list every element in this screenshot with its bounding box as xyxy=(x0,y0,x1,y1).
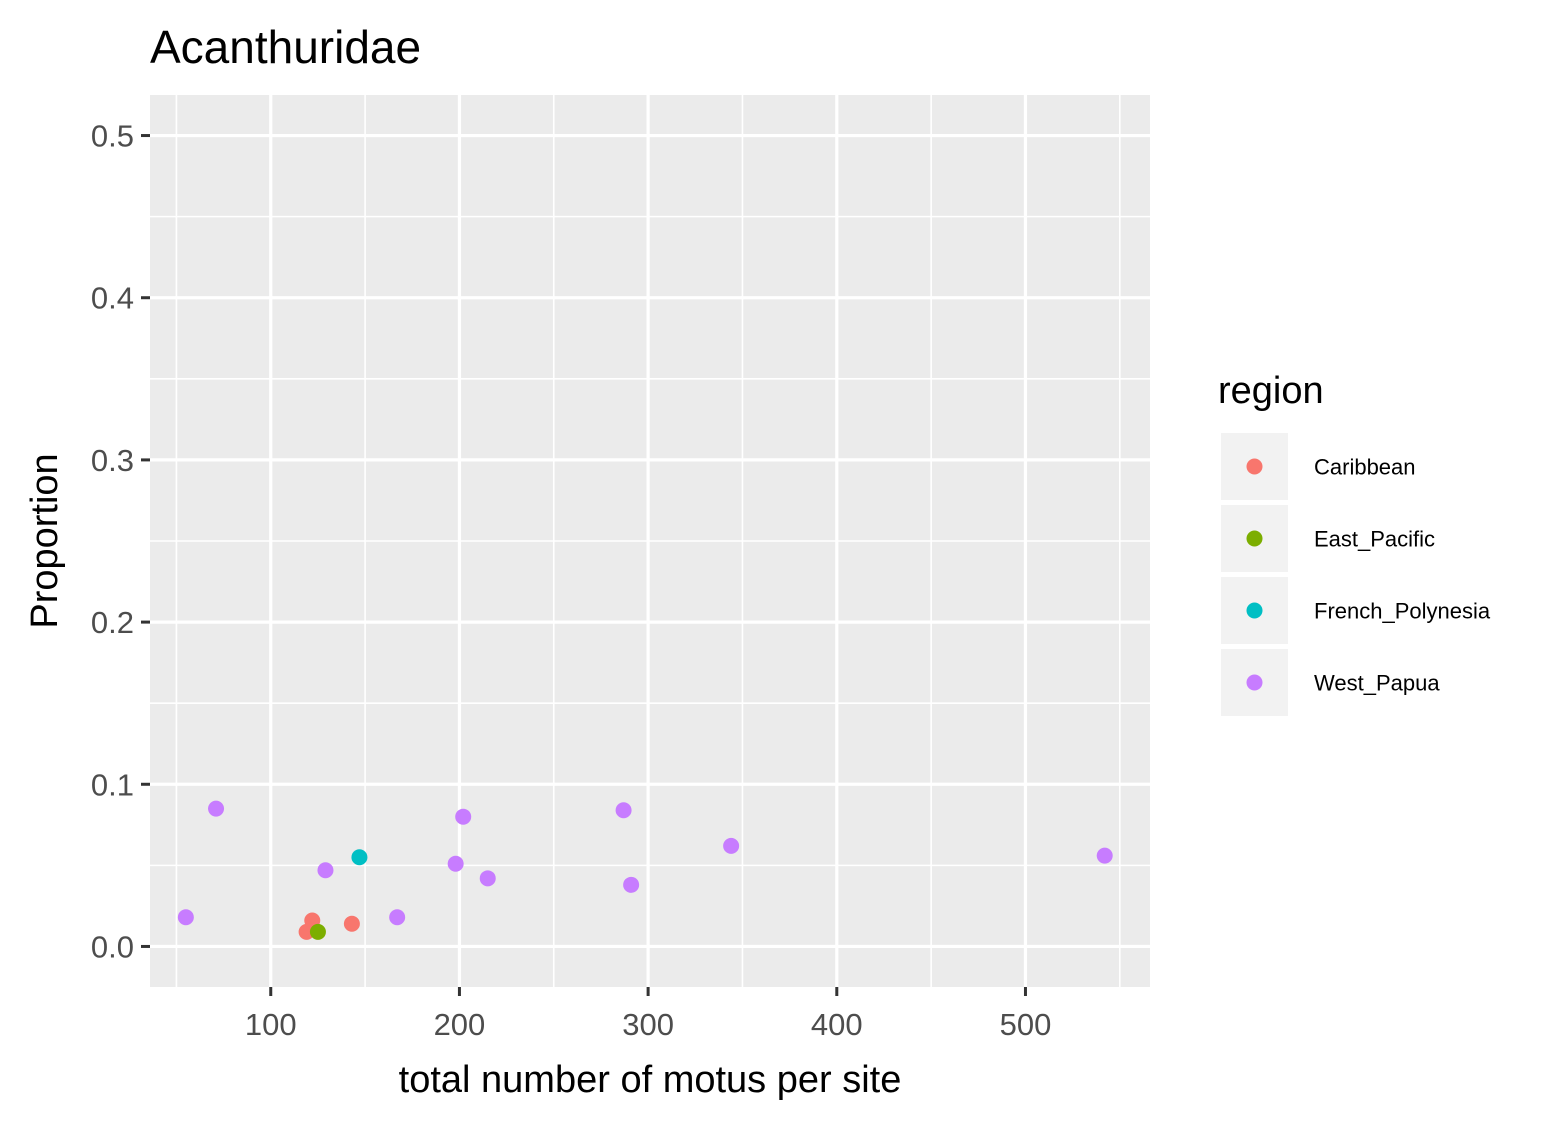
legend-label-east-pacific: East_Pacific xyxy=(1314,527,1435,552)
data-point-west-papua xyxy=(389,909,406,926)
chart-title: Acanthuridae xyxy=(150,21,421,73)
legend: region Caribbean East_Pacific French_Polyn… xyxy=(1218,370,1491,716)
data-point-west-papua xyxy=(317,862,334,879)
legend-label-west-papua: West_Papua xyxy=(1314,671,1440,696)
x-axis-title: total number of motus per site xyxy=(399,1059,902,1101)
data-point-west-papua xyxy=(455,808,472,825)
data-points xyxy=(177,800,1113,940)
legend-title: region xyxy=(1218,370,1324,412)
y-tick-label: 0.1 xyxy=(91,767,134,802)
data-point-east-pacific xyxy=(309,923,326,940)
data-point-west-papua xyxy=(623,876,640,893)
data-point-west-papua xyxy=(447,855,464,872)
legend-marker-east-pacific xyxy=(1246,530,1263,547)
legend-label-french-polynesia: French_Polynesia xyxy=(1314,599,1491,624)
y-tick-label: 0.4 xyxy=(91,281,134,316)
x-tick-label: 100 xyxy=(245,1007,297,1042)
data-point-west-papua xyxy=(479,870,496,887)
legend-marker-caribbean xyxy=(1246,458,1263,475)
data-point-caribbean xyxy=(343,915,360,932)
x-tick-label: 400 xyxy=(811,1007,863,1042)
legend-marker-west-papua xyxy=(1246,674,1263,691)
data-point-west-papua xyxy=(208,800,225,817)
x-tick-label: 500 xyxy=(1000,1007,1052,1042)
y-axis-title: Proportion xyxy=(24,453,66,628)
data-point-west-papua xyxy=(1096,847,1113,864)
y-tick-label: 0.2 xyxy=(91,605,134,640)
y-tick-label: 0.3 xyxy=(91,443,134,478)
x-tick-label: 200 xyxy=(434,1007,486,1042)
data-point-west-papua xyxy=(177,909,194,926)
legend-marker-french-polynesia xyxy=(1246,602,1263,619)
grid-lines xyxy=(150,95,1150,987)
y-tick-label: 0.5 xyxy=(91,119,134,154)
axes: 0.0 0.1 0.2 0.3 0.4 0.5 100 200 300 400 500 xyxy=(91,119,1051,1042)
data-point-west-papua xyxy=(615,802,632,819)
x-tick-label: 300 xyxy=(622,1007,674,1042)
data-point-french-polynesia xyxy=(351,849,368,866)
legend-label-caribbean: Caribbean xyxy=(1314,455,1416,480)
data-point-west-papua xyxy=(723,837,740,854)
y-tick-label: 0.0 xyxy=(91,929,134,964)
